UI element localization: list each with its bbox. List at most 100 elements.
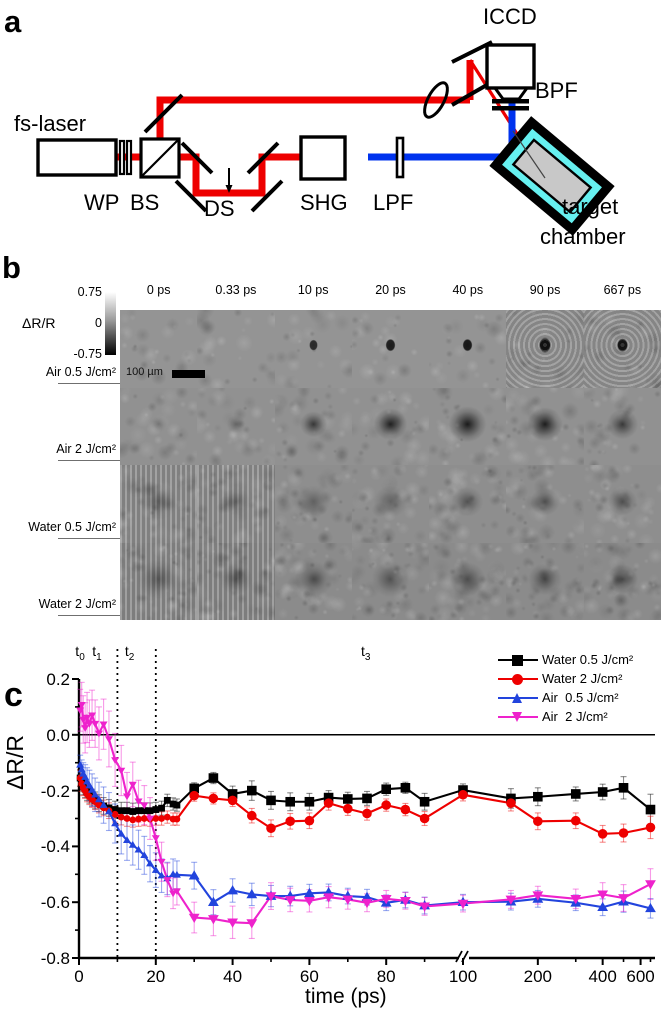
- panel-c-letter: c: [4, 676, 23, 714]
- data-point: [597, 901, 609, 912]
- chart-x-tick-label: 80: [376, 967, 396, 986]
- imaging-tile-texture: [506, 465, 584, 543]
- imaging-tile-texture: [197, 542, 275, 620]
- data-point: [146, 815, 155, 823]
- data-point: [247, 810, 257, 821]
- imaging-tile: [274, 542, 352, 620]
- chart-annotation-t3: t3: [361, 643, 371, 663]
- data-point: [381, 784, 391, 795]
- imaging-tile-texture: [197, 387, 275, 465]
- chart-annotation-t0: t0: [75, 643, 85, 663]
- legend-item: Air 2 J/cm²: [498, 707, 633, 726]
- data-point: [140, 815, 148, 822]
- imaging-tile-texture: [583, 387, 661, 465]
- data-point: [152, 806, 160, 813]
- data-point: [88, 712, 97, 720]
- data-point: [227, 789, 238, 799]
- data-point: [533, 816, 543, 827]
- label-bpf: BPF: [535, 78, 578, 103]
- data-point: [117, 767, 126, 775]
- data-point: [645, 804, 656, 815]
- waveplate-wp: [118, 139, 133, 176]
- legend-key: [498, 691, 538, 705]
- imaging-tile: [197, 465, 275, 543]
- imaging-column-header: 40 ps: [452, 283, 484, 297]
- data-point: [152, 815, 160, 822]
- data-point: [227, 795, 238, 806]
- data-point: [140, 851, 149, 859]
- chart-x-tick-label: 400: [588, 967, 617, 986]
- beamsplitter-bs: [139, 137, 181, 179]
- data-point: [570, 789, 581, 799]
- data-point: [419, 813, 430, 824]
- imaging-tile: [274, 387, 352, 465]
- label-ds: DS: [204, 196, 235, 221]
- label-bs: BS: [130, 190, 160, 215]
- data-point: [163, 796, 171, 804]
- imaging-row-rule: [58, 537, 120, 539]
- imaging-tile-texture: [429, 310, 507, 388]
- data-point: [532, 891, 544, 901]
- imaging-tile-texture: [274, 465, 352, 543]
- axis-break-mark: [455, 950, 463, 963]
- legend-item: Water 2 J/cm²: [498, 669, 633, 688]
- imaging-tile: [274, 310, 352, 388]
- imaging-tile-texture: [351, 310, 430, 388]
- chart-y-tick-label: -0.6: [40, 893, 70, 913]
- imaging-tile-texture: [274, 387, 352, 465]
- data-point: [88, 786, 97, 793]
- data-point: [323, 798, 334, 808]
- chart-y-tick-label: -0.2: [40, 781, 70, 801]
- imaging-tile: [120, 465, 198, 543]
- data-point: [208, 793, 219, 804]
- imaging-tile: [197, 542, 275, 620]
- data-point: [380, 895, 392, 905]
- legend-key: [498, 710, 538, 724]
- legend-item: Air 0.5 J/cm²: [498, 688, 633, 707]
- data-point: [419, 902, 430, 912]
- data-point: [129, 808, 137, 815]
- data-point: [169, 800, 177, 808]
- bpf-filter: [492, 99, 529, 111]
- legend-label: Water 0.5 J/cm²: [542, 652, 634, 667]
- chart-x-tick-label: 100: [448, 967, 478, 986]
- iccd-camera: [485, 43, 536, 101]
- data-point: [400, 804, 411, 815]
- data-point: [645, 880, 656, 890]
- scalebar-bar: [172, 370, 205, 378]
- data-point: [208, 896, 219, 907]
- data-point: [597, 829, 608, 839]
- imaging-tile: [197, 387, 275, 465]
- legend-label: Air 0.5 J/cm²: [542, 690, 619, 705]
- imaging-tile-texture: [120, 387, 198, 465]
- data-point: [342, 895, 354, 905]
- data-point: [645, 902, 656, 913]
- data-point: [151, 866, 160, 873]
- chart-x-tick-label: 20: [146, 967, 166, 986]
- data-point: [94, 795, 103, 803]
- scalebar-label: 100 µm: [126, 366, 163, 378]
- data-point: [189, 790, 199, 801]
- pump-ray-into-chamber: [512, 130, 546, 179]
- legend-key: [498, 653, 538, 667]
- data-point: [266, 823, 276, 834]
- imaging-tile-texture: [197, 310, 275, 388]
- data-point: [85, 720, 94, 728]
- data-point: [362, 808, 372, 819]
- imaging-row-label: Water 2 J/cm²: [38, 597, 116, 611]
- label-iccd: ICCD: [483, 4, 537, 29]
- data-point: [323, 893, 334, 903]
- data-point: [163, 813, 171, 821]
- lpf-filter: [395, 136, 405, 179]
- data-point: [597, 890, 609, 900]
- data-point: [645, 822, 656, 833]
- data-point: [85, 781, 94, 789]
- data-point: [506, 798, 516, 808]
- imaging-column-header: 0.33 ps: [215, 283, 257, 297]
- label-chamber: chamber: [540, 224, 626, 249]
- data-point: [146, 807, 154, 815]
- data-point: [304, 796, 315, 807]
- imaging-tile-texture: [583, 542, 661, 620]
- data-point: [157, 871, 166, 879]
- data-point: [419, 796, 430, 807]
